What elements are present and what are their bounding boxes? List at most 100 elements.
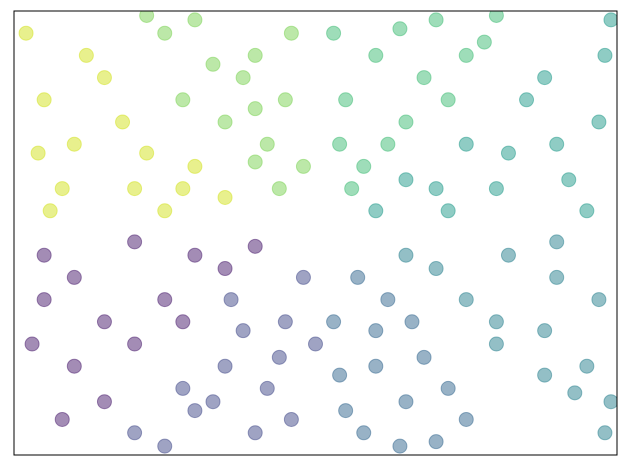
- scatter-point: [247, 154, 263, 170]
- scatter-point: [157, 203, 173, 219]
- scatter-point: [127, 425, 143, 441]
- scatter-point: [428, 181, 444, 197]
- scatter-point: [597, 425, 613, 441]
- scatter-point: [404, 314, 420, 330]
- scatter-point: [66, 136, 82, 152]
- scatter-point: [338, 403, 354, 419]
- scatter-point: [139, 145, 155, 161]
- scatter-point: [591, 292, 607, 308]
- scatter-point: [18, 25, 34, 41]
- scatter-point: [579, 358, 595, 374]
- scatter-point: [603, 12, 617, 28]
- scatter-point: [500, 145, 516, 161]
- scatter-point: [175, 314, 191, 330]
- scatter-point: [591, 114, 607, 130]
- scatter-point: [271, 349, 287, 365]
- scatter-point: [338, 92, 354, 108]
- scatter-point: [66, 358, 82, 374]
- scatter-point: [283, 411, 299, 427]
- scatter-point: [42, 203, 58, 219]
- scatter-point: [283, 25, 299, 41]
- scatter-point: [308, 336, 323, 352]
- scatter-point: [398, 247, 414, 263]
- scatter-point: [380, 136, 396, 152]
- scatter-point: [235, 323, 251, 339]
- scatter-point: [127, 181, 143, 197]
- scatter-point: [368, 47, 384, 63]
- scatter-point: [476, 34, 492, 50]
- scatter-point: [235, 70, 251, 86]
- scatter-point: [295, 269, 311, 285]
- scatter-point: [205, 56, 221, 72]
- scatter-point: [458, 136, 474, 152]
- scatter-point: [247, 47, 263, 63]
- scatter-point: [537, 323, 553, 339]
- scatter-point: [247, 238, 263, 254]
- scatter-point: [350, 269, 366, 285]
- scatter-point: [567, 385, 583, 401]
- scatter-point: [458, 292, 474, 308]
- scatter-point: [96, 314, 112, 330]
- scatter-point: [127, 336, 143, 352]
- scatter-point: [488, 181, 504, 197]
- scatter-point: [603, 394, 617, 410]
- scatter-point: [416, 349, 432, 365]
- scatter-point: [458, 47, 474, 63]
- scatter-point: [356, 425, 372, 441]
- scatter-point: [488, 11, 504, 23]
- scatter-point: [344, 181, 360, 197]
- scatter-point: [392, 438, 408, 454]
- scatter-point: [175, 181, 191, 197]
- scatter-point: [187, 158, 203, 174]
- scatter-point: [96, 394, 112, 410]
- scatter-point: [54, 181, 70, 197]
- scatter-point: [175, 380, 191, 396]
- axes-frame: [13, 10, 618, 456]
- scatter-point: [488, 314, 504, 330]
- scatter-point: [157, 25, 173, 41]
- scatter-point: [295, 158, 311, 174]
- scatter-point: [127, 234, 143, 250]
- scatter-point: [398, 172, 414, 188]
- scatter-point: [440, 203, 456, 219]
- scatter-point: [428, 434, 444, 450]
- scatter-point: [157, 292, 173, 308]
- scatter-point: [488, 336, 504, 352]
- scatter-point: [96, 70, 112, 86]
- plot-area: [18, 11, 617, 454]
- scatter-point: [187, 12, 203, 28]
- scatter-point: [247, 101, 263, 117]
- scatter-point: [277, 92, 293, 108]
- scatter-point: [549, 136, 565, 152]
- scatter-point: [247, 425, 263, 441]
- scatter-point: [24, 336, 40, 352]
- scatter-point: [259, 380, 275, 396]
- scatter-point: [115, 114, 131, 130]
- scatter-point: [398, 394, 414, 410]
- scatter-point: [428, 12, 444, 28]
- scatter-point: [458, 411, 474, 427]
- scatter-point: [54, 411, 70, 427]
- scatter-point: [277, 314, 293, 330]
- scatter-point: [259, 136, 275, 152]
- scatter-point: [380, 292, 396, 308]
- scatter-point: [36, 247, 52, 263]
- scatter-point: [217, 114, 233, 130]
- scatter-point: [368, 323, 384, 339]
- scatter-point: [271, 181, 287, 197]
- scatter-point: [36, 92, 52, 108]
- scatter-point: [139, 11, 155, 23]
- scatter-point: [549, 269, 565, 285]
- scatter-point: [326, 25, 342, 41]
- scatter-point: [428, 261, 444, 277]
- scatter-point: [175, 92, 191, 108]
- scatter-point: [356, 158, 372, 174]
- scatter-point: [217, 358, 233, 374]
- scatter-point: [519, 92, 535, 108]
- scatter-point: [217, 261, 233, 277]
- scatter-point: [326, 314, 342, 330]
- scatter-point: [537, 367, 553, 383]
- scatter-point: [217, 189, 233, 205]
- scatter-point: [500, 247, 516, 263]
